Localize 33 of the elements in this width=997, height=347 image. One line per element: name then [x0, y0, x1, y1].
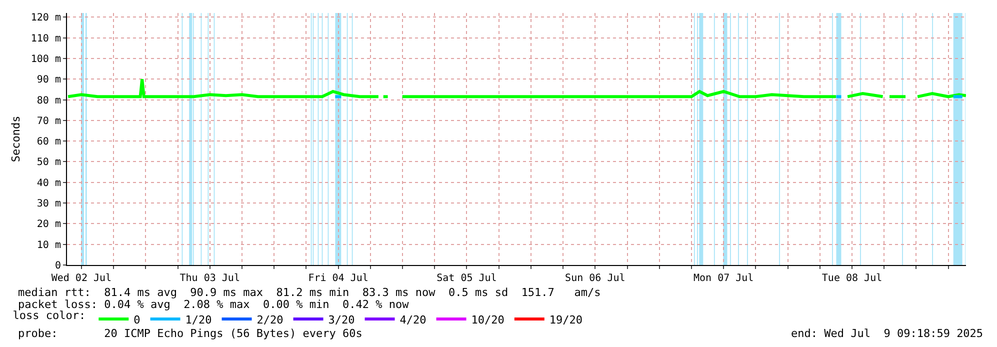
x-tick-label: Sun 06 Jul	[565, 273, 626, 284]
x-tick-label: Tue 08 Jul	[822, 273, 882, 284]
legend-label: 10/20	[471, 313, 504, 326]
x-tick-label: Wed 02 Jul	[51, 273, 112, 284]
legend-label: 0	[134, 313, 140, 326]
x-tick-label: Sat 05 Jul	[436, 273, 497, 284]
text: probe: 20 ICMP Echo Pings (56 Bytes) every 60s	[18, 327, 362, 340]
y-tick-label: 0	[54, 260, 61, 272]
y-tick-label: 60 m	[36, 136, 61, 148]
x-tick-label: Fri 04 Jul	[308, 273, 368, 284]
x-tick-label: Thu 03 Jul	[180, 273, 240, 284]
legend-label: 1/20	[185, 313, 212, 326]
y-tick-label: 40 m	[36, 178, 61, 189]
y-tick-label: 90 m	[36, 74, 61, 86]
y-tick-label: 50 m	[36, 157, 61, 168]
legend-label: 19/20	[549, 313, 583, 326]
y-tick-label: 10 m	[36, 240, 61, 251]
y-tick-label: 20 m	[36, 219, 61, 230]
legend-title: loss color:	[12, 308, 86, 322]
x-tick-label: Mon 07 Jul	[693, 273, 754, 284]
legend-label: 4/20	[400, 313, 426, 326]
y-tick-label: 70 m	[36, 116, 61, 127]
text: packet loss: 0.04 % avg 2.08 % max 0.00 % min 0.42 % now	[18, 298, 410, 311]
y-tick-label: 30 m	[36, 198, 61, 210]
y-tick-label: 100 m	[30, 54, 61, 65]
y-tick-label: 120 m	[30, 12, 61, 24]
legend-label: 2/20	[256, 313, 284, 326]
legend-label: 3/20	[328, 313, 355, 326]
y-tick-label: 110 m	[30, 33, 61, 44]
text: median rtt: 81.4 ms avg 90.9 ms max 81.2 ms min 83.3 ms now 0.5 ms sd 151.7 am/s	[18, 286, 601, 299]
y-tick-label: 80 m	[36, 95, 61, 106]
y-axis-title: Seconds	[10, 116, 23, 162]
text: end: Wed Jul 9 09:18:59 2025	[791, 327, 984, 340]
